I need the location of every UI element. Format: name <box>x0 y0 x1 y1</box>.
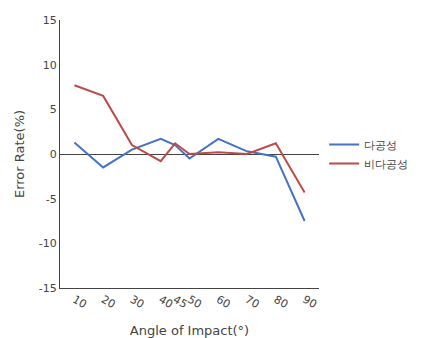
svg-text:10: 10 <box>70 293 89 311</box>
svg-text:0: 0 <box>50 148 57 161</box>
svg-text:15: 15 <box>43 14 57 27</box>
svg-text:30: 30 <box>128 293 147 311</box>
svg-text:비다공성: 비다공성 <box>364 158 408 171</box>
svg-text:-10: -10 <box>39 237 57 250</box>
svg-text:-5: -5 <box>46 193 57 206</box>
svg-text:70: 70 <box>243 293 262 311</box>
svg-text:20: 20 <box>99 293 118 311</box>
svg-text:다공성: 다공성 <box>364 139 397 152</box>
svg-text:Error Rate(%): Error Rate(%) <box>12 110 27 198</box>
svg-text:10: 10 <box>43 59 57 72</box>
svg-text:40: 40 <box>156 293 175 311</box>
svg-text:50: 50 <box>185 293 204 311</box>
svg-text:60: 60 <box>214 293 233 311</box>
svg-text:-15: -15 <box>39 282 57 295</box>
svg-text:90: 90 <box>300 293 319 311</box>
svg-text:45: 45 <box>171 293 190 311</box>
svg-text:Angle of Impact(°): Angle of Impact(°) <box>130 323 249 338</box>
svg-text:5: 5 <box>50 103 57 116</box>
svg-text:80: 80 <box>272 293 291 311</box>
